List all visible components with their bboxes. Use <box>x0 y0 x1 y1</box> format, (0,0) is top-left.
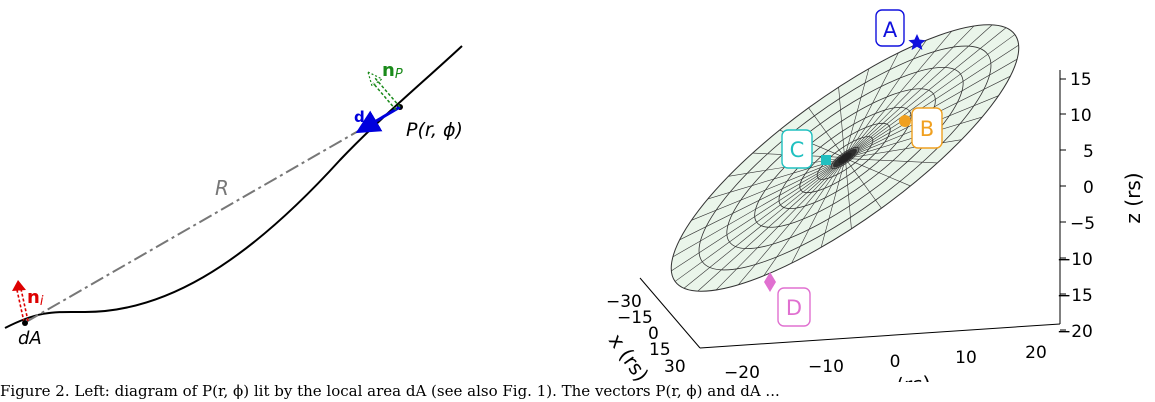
square-icon <box>821 155 831 165</box>
disk-spoke <box>683 162 840 289</box>
disk-spoke <box>808 107 844 156</box>
disk-spoke <box>820 161 845 248</box>
disk-outline <box>670 24 1020 292</box>
disk-spoke <box>845 161 852 229</box>
disk-spoke <box>851 44 1019 155</box>
point-da <box>22 320 28 326</box>
y-axis-label: y (rs) <box>878 371 932 382</box>
z-tick: 15 <box>1070 70 1092 90</box>
x-tick: −30 <box>606 292 642 312</box>
x-tick: 15 <box>649 340 671 360</box>
x-ticks: −30 −15 0 15 30 <box>606 292 686 377</box>
circle-icon <box>899 115 911 127</box>
disk-spoke <box>845 68 870 155</box>
disk-spoke <box>850 27 1007 154</box>
y-ticks: −20 −10 0 10 20 <box>724 343 1047 382</box>
disk-spoke <box>715 163 841 291</box>
svg-text:B: B <box>920 117 934 141</box>
svg-text:A: A <box>883 18 898 42</box>
x-tick: 0 <box>648 324 659 344</box>
disk-spoke <box>738 162 842 285</box>
svg-text:C: C <box>790 138 805 162</box>
marker-b: B <box>899 107 943 149</box>
d-vector <box>355 105 401 134</box>
z-tick: −10 <box>1057 250 1093 270</box>
x-axis-label: x (rs) <box>604 329 654 382</box>
z-tick: −5 <box>1070 214 1095 234</box>
disk-spoke <box>846 160 882 209</box>
da-label: dA <box>18 328 42 349</box>
disk-spoke <box>763 162 843 276</box>
diamond-icon <box>764 272 776 292</box>
disk-spoke <box>791 162 844 264</box>
accretion-disk <box>670 24 1020 292</box>
svg-text:D: D <box>786 296 802 320</box>
x-tick: 30 <box>664 357 686 377</box>
np-label: nP <box>382 60 403 82</box>
z-tick: 5 <box>1083 142 1094 162</box>
marker-c: C <box>781 129 831 169</box>
disk-spoke <box>846 52 899 154</box>
disk-spoke <box>674 162 839 282</box>
disk-spoke <box>851 34 1016 154</box>
disk-spoke <box>847 159 911 187</box>
disk-spoke <box>848 158 938 164</box>
point-p-label: P(r, ϕ) <box>406 119 463 141</box>
disk-spoke <box>850 24 993 153</box>
marker-a: A <box>875 9 926 50</box>
marker-d: D <box>764 272 811 327</box>
disk-spoke <box>671 161 839 272</box>
ni-vector <box>12 280 29 323</box>
x-axis-line <box>639 277 701 349</box>
disk-spoke <box>838 87 845 155</box>
disk-spoke <box>849 139 962 159</box>
figure-caption: Figure 2. Left: diagram of P(r, ϕ) lit b… <box>0 382 780 400</box>
z-tick: 10 <box>1070 106 1092 126</box>
ni-label: ni <box>27 287 44 309</box>
disk-spoke <box>849 25 975 153</box>
disk-spoke <box>691 159 840 221</box>
disk-spoke <box>679 160 839 241</box>
disk-spoke <box>672 161 839 258</box>
y-tick: 0 <box>890 352 901 372</box>
x-tick: −15 <box>617 308 653 328</box>
y-tick: −20 <box>724 363 760 382</box>
disk-spoke <box>851 58 1018 155</box>
y-tick: 20 <box>1025 343 1047 363</box>
disk-spoke <box>847 40 927 154</box>
y-axis-line <box>699 323 1061 349</box>
star-icon <box>908 34 926 50</box>
r-label: R <box>215 176 229 200</box>
z-axis-label: z (rs) <box>1121 172 1145 223</box>
z-tick: −20 <box>1057 322 1093 342</box>
d-label: d <box>354 108 365 126</box>
np-vector <box>367 70 401 111</box>
surface-curve <box>4 45 463 329</box>
z-ticks: 15 10 5 0 −5 −10 −15 −20 <box>1057 70 1095 342</box>
disk-spoke <box>707 158 840 200</box>
left-diagram: R P(r, ϕ) d nP ni dA <box>4 45 463 349</box>
z-tick: −15 <box>1057 286 1093 306</box>
disk-spoke <box>697 163 840 292</box>
y-tick: 10 <box>955 348 977 368</box>
z-tick: 0 <box>1083 178 1094 198</box>
disk-spoke <box>848 31 952 154</box>
y-tick: −10 <box>808 357 844 377</box>
r-line <box>25 106 401 323</box>
right-3d-plot: 15 10 5 0 −5 −10 −15 −20 z (rs) −20 −10 … <box>604 9 1145 382</box>
